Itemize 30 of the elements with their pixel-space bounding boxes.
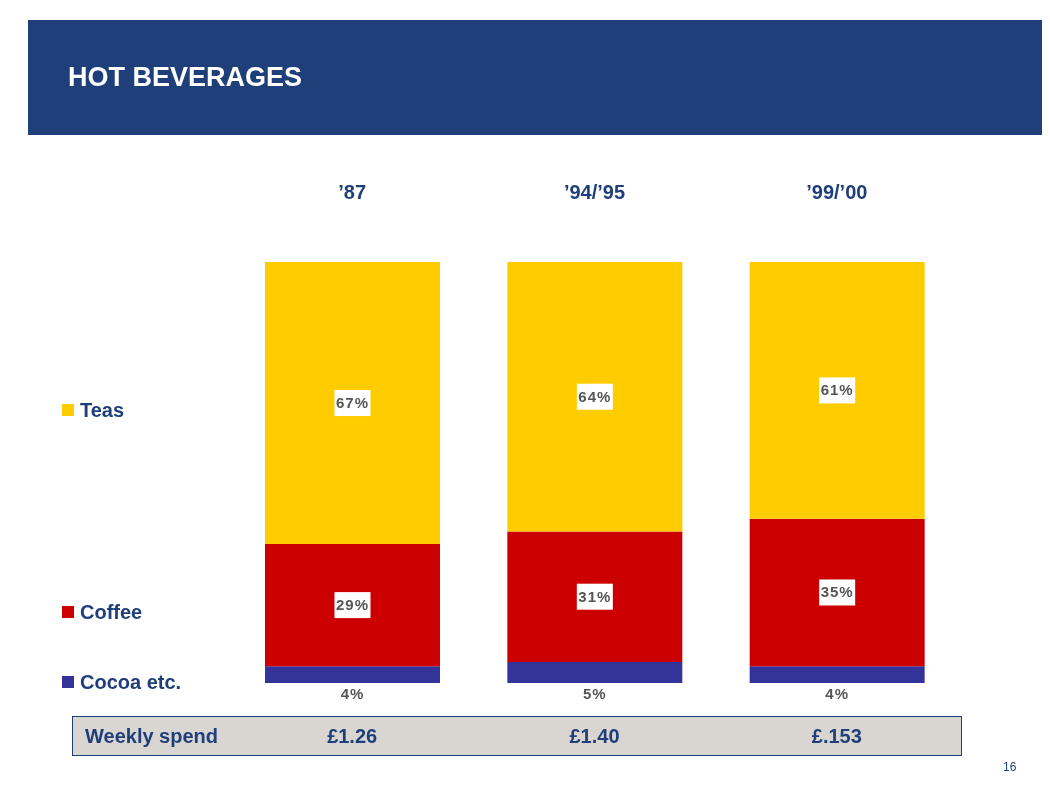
bar xyxy=(507,661,683,683)
data-label: 31% xyxy=(578,587,612,605)
data-label: 4% xyxy=(340,685,365,702)
data-label: 64% xyxy=(578,387,612,405)
bar xyxy=(265,544,440,667)
bar xyxy=(507,531,683,662)
data-label: 35% xyxy=(820,583,854,601)
bar xyxy=(749,518,925,667)
data-label: 5% xyxy=(582,685,607,702)
x-tick-label: ’87 xyxy=(338,181,367,203)
data-label: 4% xyxy=(825,685,850,702)
bar xyxy=(749,666,925,683)
data-label: 29% xyxy=(335,596,370,614)
data-label: 67% xyxy=(335,394,370,412)
text: 16 xyxy=(1003,760,1017,774)
legend-label: Coffee xyxy=(80,601,143,625)
text: £1.26 xyxy=(326,725,379,748)
legend-label: Cocoa etc. xyxy=(80,670,182,694)
text: £.153 xyxy=(810,725,863,748)
text: £1.40 xyxy=(568,725,621,748)
data-label: 61% xyxy=(820,381,854,399)
text: Weekly spend xyxy=(85,725,219,748)
bar xyxy=(265,666,440,683)
legend-label: Teas xyxy=(80,399,125,423)
bar xyxy=(749,262,925,519)
x-tick-label: ’99/’00 xyxy=(806,181,868,203)
chart-title: HOT BEVERAGES xyxy=(68,62,303,93)
bar xyxy=(507,262,683,532)
bar xyxy=(265,262,440,545)
x-tick-label: ’94/’95 xyxy=(563,181,626,203)
